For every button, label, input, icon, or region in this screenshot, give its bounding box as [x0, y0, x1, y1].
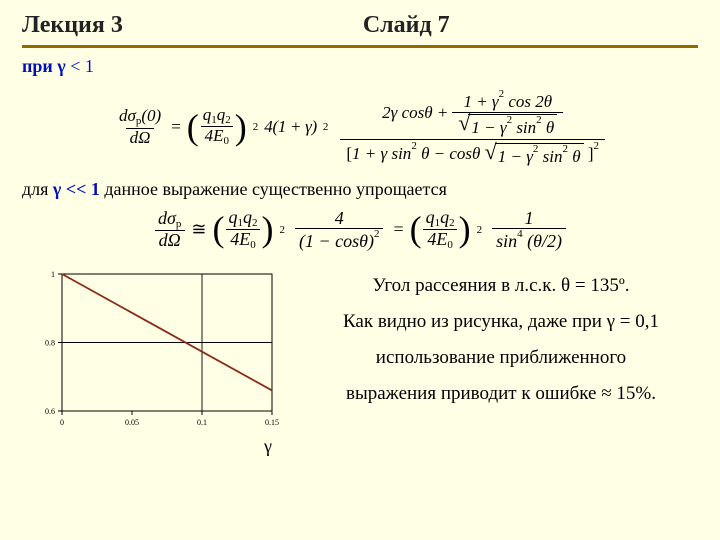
- ratio-chart: 0 0.05 0.1 0.15 0.6 0.8 1 γ: [22, 264, 282, 457]
- slide-header: Лекция 3 Слайд 7: [22, 12, 698, 39]
- condition-prefix: при: [22, 56, 57, 76]
- simplify-prefix: для: [22, 179, 53, 199]
- simplify-relation: << 1: [61, 179, 100, 199]
- svg-text:0.05: 0.05: [125, 418, 139, 427]
- explanation-line-2: Как видно из рисунка, даже при γ = 0,1: [304, 304, 698, 340]
- condition-symbol: γ: [57, 56, 65, 76]
- svg-text:0.15: 0.15: [265, 418, 279, 427]
- slide-number: Слайд 7: [363, 12, 450, 39]
- svg-text:0.6: 0.6: [45, 407, 55, 416]
- svg-text:0: 0: [60, 418, 64, 427]
- svg-text:0.8: 0.8: [45, 338, 55, 347]
- explanation-text: Угол рассеяния в л.с.к. θ = 135º. Как ви…: [304, 264, 698, 412]
- simplify-line: для γ << 1 данное выражение существенно …: [22, 179, 698, 200]
- header-rule: [22, 45, 698, 48]
- condition-line: при γ < 1: [22, 56, 698, 77]
- chart-x-label: γ: [22, 436, 282, 457]
- formula-2: dσp dΩ ≅ ( q1q2 4E0 ) 2 4 (1 − cosθ)2 = …: [22, 208, 698, 252]
- explanation-line-1: Угол рассеяния в л.с.к. θ = 135º.: [304, 268, 698, 304]
- svg-text:0.1: 0.1: [197, 418, 207, 427]
- explanation-line-3: использование приближенного: [304, 340, 698, 376]
- lecture-number: Лекция 3: [22, 12, 123, 39]
- explanation-line-4: выражения приводит к ошибке ≈ 15%.: [304, 376, 698, 412]
- formula-1: dσp(0) dΩ = ( q1q2 4E0 ) 2 4(1 + γ)2 2γ …: [22, 87, 698, 167]
- simplify-rest: данное выражение существенно упрощается: [100, 179, 447, 199]
- chart-svg: 0 0.05 0.1 0.15 0.6 0.8 1: [22, 264, 282, 429]
- svg-text:1: 1: [51, 270, 55, 279]
- condition-relation: < 1: [66, 56, 94, 76]
